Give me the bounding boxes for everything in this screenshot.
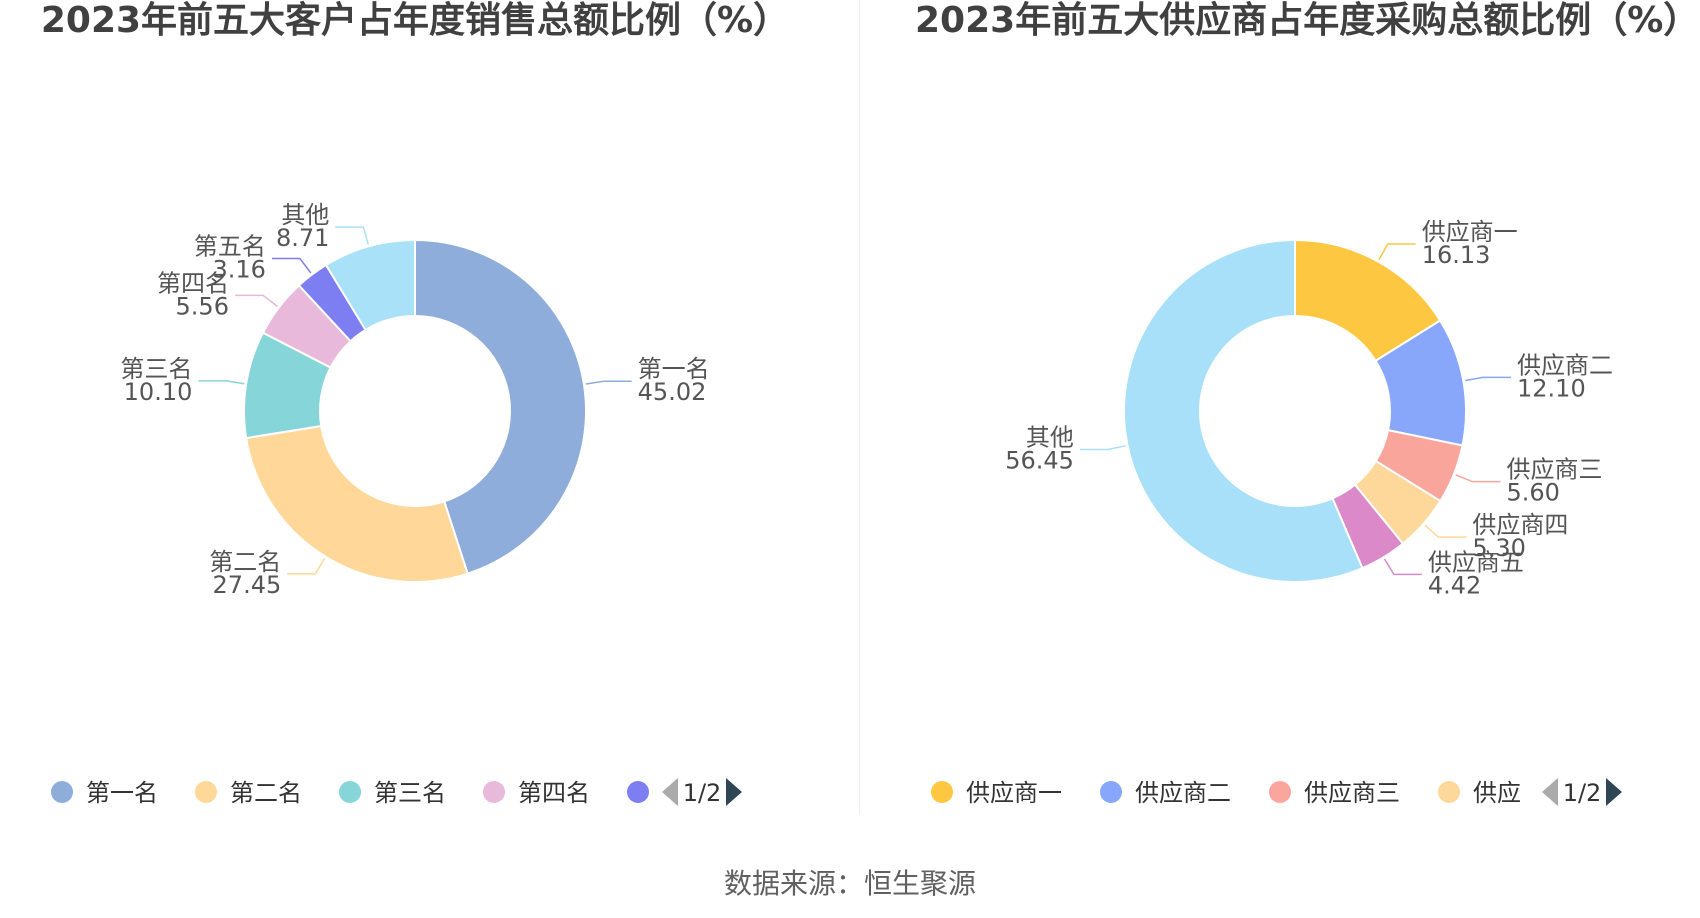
slice-leader-line	[585, 380, 632, 385]
legend-marker[interactable]	[1438, 781, 1460, 803]
legend-marker[interactable]	[1269, 781, 1291, 803]
donut-chart-customers: 第一名45.02第二名27.45第三名10.10第四名5.56第五名3.16其他…	[51, 201, 742, 807]
data-source: 数据来源：恒生聚源	[723, 867, 976, 900]
donut-slice[interactable]	[245, 424, 469, 583]
legend-next-icon[interactable]	[726, 778, 742, 806]
chart-title-suppliers: 2023年前五大供应商占年度采购总额比例（%）	[915, 0, 1700, 41]
slice-category-label: 第一名	[638, 355, 710, 383]
legend-marker[interactable]	[51, 781, 73, 803]
slice-category-label: 第三名	[120, 355, 192, 383]
slice-category-label: 供应商二	[1517, 351, 1613, 379]
slice-value-label: 12.10	[1517, 374, 1586, 402]
slice-category-label: 供应商四	[1472, 511, 1568, 539]
legend-next-icon[interactable]	[1606, 778, 1622, 806]
slice-value-label: 5.30	[1472, 534, 1525, 562]
slice-category-label: 供应商一	[1422, 218, 1518, 246]
slice-leader-line	[1378, 243, 1416, 261]
legend-item-label[interactable]: 供应商二	[1135, 779, 1231, 807]
legend-marker[interactable]	[195, 781, 217, 803]
slice-leader-line	[198, 380, 245, 385]
slice-leader-line	[1383, 558, 1422, 576]
legend-marker[interactable]	[627, 781, 649, 803]
slice-category-label: 第二名	[209, 548, 281, 576]
slice-leader-line	[1455, 474, 1501, 483]
slice-leader-line	[1079, 445, 1126, 451]
legend-item-label[interactable]: 供应	[1473, 779, 1521, 807]
slice-category-label: 供应商五	[1428, 548, 1524, 576]
legend-item-label[interactable]: 供应商一	[966, 779, 1062, 807]
chart-divider	[859, 0, 860, 815]
legend-item-label[interactable]: 供应商三	[1304, 779, 1400, 807]
slice-category-label: 其他	[1026, 423, 1074, 451]
legend-page-indicator: 1/2	[1563, 779, 1602, 807]
slice-leader-line	[335, 226, 369, 245]
slice-value-label: 10.10	[124, 378, 193, 406]
legend-prev-icon[interactable]	[662, 778, 678, 806]
slice-leader-line	[271, 257, 312, 274]
legend-marker[interactable]	[339, 781, 361, 803]
slice-category-label: 供应商三	[1506, 456, 1602, 484]
slice-leader-line	[287, 558, 326, 575]
legend-marker[interactable]	[483, 781, 505, 803]
legend-item-label[interactable]: 第四名	[518, 779, 590, 807]
slice-value-label: 16.13	[1422, 241, 1491, 269]
slice-leader-line	[234, 294, 278, 307]
slice-value-label: 56.45	[1005, 446, 1074, 474]
legend-prev-icon[interactable]	[1542, 778, 1558, 806]
slice-value-label: 27.45	[213, 571, 282, 599]
legend-item-label[interactable]: 第二名	[230, 779, 302, 807]
slice-value-label: 8.71	[276, 224, 329, 252]
legend-page-indicator: 1/2	[683, 779, 722, 807]
legend-item-label[interactable]: 第三名	[374, 779, 446, 807]
legend-marker[interactable]	[931, 781, 953, 803]
slice-value-label: 4.42	[1428, 571, 1481, 599]
slice-value-label: 3.16	[212, 256, 265, 284]
donut-slice[interactable]	[324, 238, 416, 332]
slice-leader-line	[1424, 524, 1467, 538]
legend-marker[interactable]	[1100, 781, 1122, 803]
slice-category-label: 其他	[281, 201, 329, 229]
slice-category-label: 第四名	[157, 269, 229, 297]
slice-value-label: 5.60	[1506, 479, 1559, 507]
donut-slice[interactable]	[414, 238, 587, 575]
legend-item-label[interactable]: 第一名	[86, 779, 158, 807]
chart-title-customers: 2023年前五大客户占年度销售总额比例（%）	[40, 0, 790, 41]
slice-value-label: 5.56	[176, 292, 229, 320]
slice-leader-line	[1465, 376, 1512, 382]
donut-slice[interactable]	[1123, 238, 1364, 583]
slice-category-label: 第五名	[194, 233, 266, 261]
donut-chart-suppliers: 供应商一16.13供应商二12.10供应商三5.60供应商四5.30供应商五4.…	[931, 218, 1622, 807]
slice-value-label: 45.02	[638, 378, 707, 406]
